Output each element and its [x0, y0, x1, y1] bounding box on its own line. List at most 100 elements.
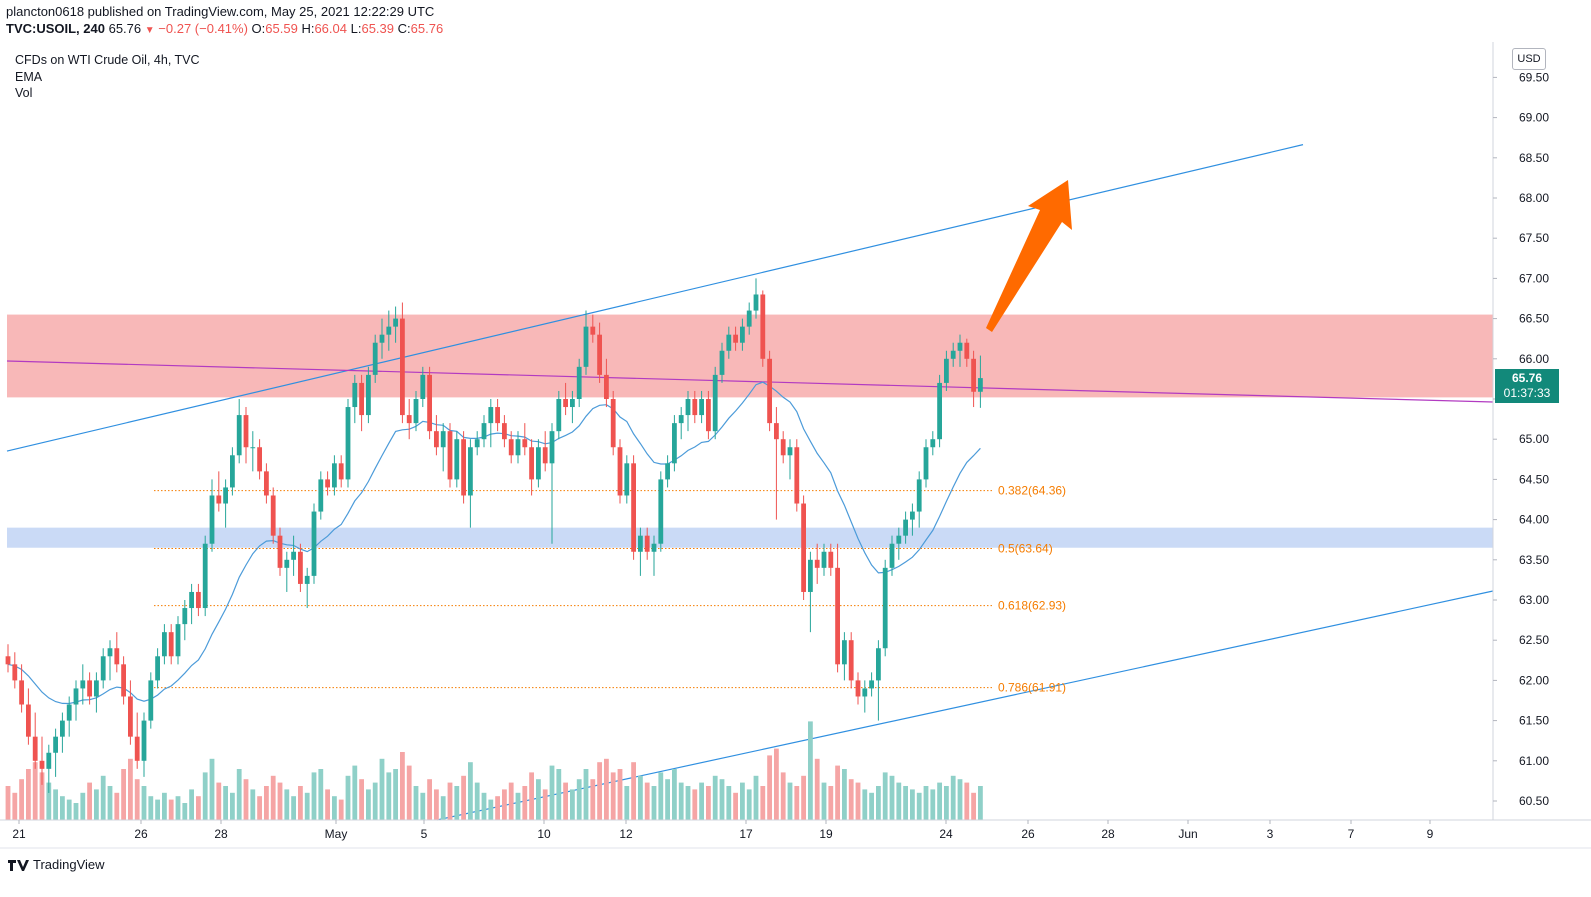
time-tick-label: 24	[939, 827, 953, 841]
volume-bar	[515, 792, 521, 820]
volume-bar	[604, 758, 609, 820]
candle-body	[250, 447, 256, 449]
tradingview-brand[interactable]: TradingView	[7, 857, 105, 872]
volume-bar	[66, 799, 72, 820]
chart-header: plancton0618 published on TradingView.co…	[6, 3, 443, 39]
candle-body	[134, 736, 140, 761]
candle-body	[869, 680, 874, 689]
price-tick-label: 61.00	[1519, 754, 1549, 768]
price-tick-label: 64.50	[1519, 472, 1549, 486]
candle-body	[529, 447, 534, 480]
candle-body	[597, 334, 602, 375]
candle-body	[971, 358, 976, 392]
volume-bar	[944, 786, 949, 820]
time-tick-label: 26	[1021, 827, 1035, 841]
volume-bar	[107, 786, 113, 820]
volume-bar	[672, 769, 677, 820]
time-tick-label: 28	[214, 827, 228, 841]
candle-body	[481, 423, 487, 440]
candle-body	[304, 575, 310, 584]
candle-body	[413, 399, 419, 424]
price-tick-label: 60.50	[1519, 794, 1549, 808]
volume-bar	[733, 792, 738, 820]
candle-body	[406, 415, 412, 424]
price-tick-label: 69.50	[1519, 70, 1549, 84]
candle-body	[474, 439, 480, 448]
candle-body	[719, 350, 725, 375]
candle-body	[563, 399, 568, 408]
tradingview-logo-icon	[8, 859, 29, 871]
candle-body	[162, 632, 167, 657]
candle-body	[835, 567, 840, 665]
fib-level-label: 0.5(63.64)	[998, 542, 1053, 556]
close-label: C:	[397, 21, 411, 36]
candle-body	[366, 374, 371, 416]
candle-body	[155, 656, 160, 681]
candle-body	[787, 447, 793, 456]
candle-body	[291, 551, 296, 560]
volume-bar	[896, 782, 902, 820]
candle-body	[937, 382, 942, 440]
brand-name: TradingView	[33, 857, 105, 872]
candle-body	[182, 608, 188, 625]
candle-body	[359, 382, 364, 416]
candle-body	[842, 640, 847, 665]
candle-body	[100, 656, 106, 681]
volume-bar	[413, 786, 419, 820]
candle-body	[672, 423, 677, 464]
ema-legend[interactable]: EMA	[15, 69, 43, 84]
axes-layer: 69.50 69.00 68.50 68.00 67.50 67.00 66.50 66.00…	[0, 42, 1591, 849]
candle-body	[631, 463, 636, 552]
currency-button[interactable]: USD	[1512, 48, 1546, 70]
candle-body	[944, 358, 949, 383]
candle-body	[590, 326, 596, 335]
volume-bar	[318, 769, 324, 820]
symbol-name: TVC:USOIL, 240	[6, 21, 105, 36]
candle-body	[624, 463, 630, 496]
volume-bar	[570, 789, 575, 820]
volume-bar	[366, 789, 371, 820]
price-change: −0.27 (−0.41%)	[158, 21, 248, 36]
volume-bar	[882, 772, 888, 820]
volume-bar	[393, 769, 398, 820]
volume-bar	[937, 782, 942, 820]
volume-bar	[128, 758, 133, 820]
candle-body	[243, 415, 249, 448]
series-title[interactable]: CFDs on WTI Crude Oil, 4h, TVC	[15, 53, 200, 67]
volume-bar	[440, 796, 446, 820]
candle-body	[230, 455, 235, 488]
drawing-lines-layer	[6, 144, 1494, 821]
volume-bar	[638, 775, 643, 820]
volume-bar	[264, 786, 269, 820]
candle-body	[774, 423, 779, 440]
volume-bar	[291, 796, 296, 820]
last-price-tag: 65.76 01:37:33	[1495, 369, 1559, 403]
vol-legend[interactable]: Vol	[15, 86, 33, 100]
volume-bar	[794, 786, 800, 820]
price-tick-label: 66.50	[1519, 312, 1549, 326]
volume-bar	[842, 769, 847, 820]
volume-bar	[311, 772, 317, 820]
candle-body	[570, 399, 575, 408]
price-tick-label: 67.50	[1519, 231, 1549, 245]
volume-bar	[740, 782, 745, 820]
volume-bar	[964, 782, 970, 820]
time-tick-label: 5	[421, 827, 428, 841]
candle-body	[311, 511, 317, 576]
volume-bar	[270, 775, 276, 820]
time-tick-label: 3	[1267, 827, 1274, 841]
candle-body	[760, 294, 766, 359]
price-tick-label: 63.00	[1519, 593, 1549, 607]
candle-body	[5, 656, 11, 665]
volume-bar	[556, 769, 562, 820]
volume-bar	[454, 786, 460, 820]
candle-body	[740, 326, 745, 343]
volume-bar	[243, 779, 249, 820]
volume-bar	[617, 769, 623, 820]
price-tick-label: 64.00	[1519, 513, 1549, 527]
candle-body	[903, 519, 908, 536]
resistance-zone	[7, 314, 1493, 398]
volume-bar	[801, 775, 806, 820]
volume-bar	[767, 755, 772, 820]
